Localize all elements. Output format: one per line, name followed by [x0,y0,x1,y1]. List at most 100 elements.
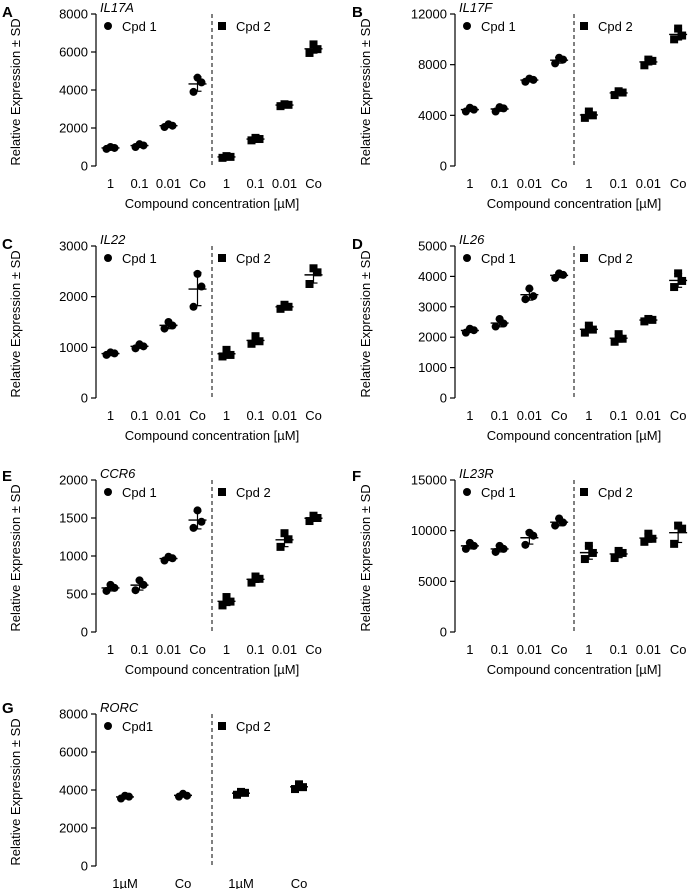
x-tick-label: 1µM [112,876,138,889]
x-tick-label: 0.01 [636,642,661,657]
y-tick-label: 2000 [418,330,447,345]
x-tick-label: 0.1 [246,408,264,423]
data-point [222,345,231,354]
x-axis-label: Compound concentration [µM] [125,196,299,211]
x-tick-label: 0.1 [491,176,509,191]
legend-label: Cpd 1 [481,485,516,500]
y-tick-label: 0 [440,625,447,640]
x-tick-label: 1 [107,408,114,423]
legend-marker-square [218,254,226,262]
legend-label: Cpd 1 [122,251,157,266]
data-point [305,517,314,526]
data-point [465,324,474,333]
x-tick-label: Co [551,408,568,423]
x-tick-label: 1 [223,408,230,423]
data-point [521,295,530,304]
data-point [674,24,683,33]
y-tick-label: 0 [81,859,88,874]
x-tick-label: 0.01 [156,408,181,423]
data-point [678,31,687,40]
x-tick-label: Co [305,408,322,423]
y-tick-label: 2000 [59,821,88,836]
data-point [251,332,260,341]
x-tick-label: Co [305,642,322,657]
x-tick-label: 0.1 [491,408,509,423]
panel-letter: B [352,4,363,21]
y-tick-label: 3000 [418,299,447,314]
y-tick-label: 1500 [59,511,88,526]
panel-f: F IL23R 0 5000 10000 15000 Relative Expression… [352,466,688,677]
y-tick-label: 500 [66,587,88,602]
legend-marker-circle [463,488,471,496]
x-tick-label: 0.01 [517,408,542,423]
y-axis-label: Relative Expression ± SD [8,484,23,631]
legend-marker-circle [463,22,471,30]
legend-label: Cpd 2 [598,485,633,500]
data-point [164,552,173,561]
y-axis-label: Relative Expression ± SD [8,18,23,165]
y-tick-label: 8000 [418,57,447,72]
x-tick-label: 1 [107,176,114,191]
legend-marker-circle [463,254,471,262]
data-point [670,539,679,548]
y-tick-label: 12000 [411,7,447,22]
y-tick-label: 4000 [59,83,88,98]
data-point [131,586,140,595]
y-tick-label: 0 [81,625,88,640]
y-tick-label: 0 [81,159,88,174]
legend-label: Cpd 2 [236,19,271,34]
x-tick-label: Co [305,176,322,191]
y-tick-label: 8000 [59,707,88,722]
y-tick-label: 2000 [59,473,88,488]
y-tick-label: 3000 [59,239,88,254]
data-point [525,528,534,537]
y-tick-label: 1000 [418,360,447,375]
y-tick-label: 4000 [59,783,88,798]
x-tick-label: 0.01 [517,642,542,657]
y-tick-label: 6000 [59,745,88,760]
data-point [495,103,504,112]
data-point [193,506,202,515]
data-point [465,103,474,112]
data-point [309,264,318,273]
y-axis-label: Relative Expression ± SD [8,718,23,865]
x-tick-label: Co [670,408,687,423]
data-point [106,580,115,589]
x-tick-label: Co [670,176,687,191]
data-point [555,269,564,278]
data-point [495,314,504,323]
data-point [309,40,318,49]
data-point [640,537,649,546]
x-axis-label: Compound concentration [µM] [487,428,661,443]
x-tick-label: 0.1 [130,176,148,191]
data-point [309,511,318,520]
data-point [189,87,198,96]
data-point [588,548,597,557]
legend-label: Cpd1 [122,719,153,734]
data-point [670,283,679,292]
x-tick-label: 1 [107,642,114,657]
panel-d: D IL26 0 1000 2000 3000 4000 5000 Relative Expre… [352,232,688,443]
x-tick-label: Co [175,876,192,889]
x-tick-label: 1 [585,642,592,657]
data-point [222,152,231,161]
data-point [106,348,115,357]
legend-marker-square [580,488,588,496]
x-tick-label: Co [670,642,687,657]
x-axis-label: Compound concentration [µM] [487,196,661,211]
data-point [521,540,530,549]
panel-letter: F [352,468,361,485]
data-point [226,350,235,359]
data-point [670,35,679,44]
x-tick-label: 0.1 [491,642,509,657]
data-point [305,280,314,288]
data-point [674,521,683,530]
x-tick-label: 0.01 [517,176,542,191]
y-tick-label: 4000 [418,269,447,284]
legend-marker-square [218,22,226,30]
data-point [193,73,202,82]
data-point [251,133,260,142]
x-tick-label: 1 [585,408,592,423]
data-point [164,318,173,326]
legend-marker-circle [104,488,112,496]
